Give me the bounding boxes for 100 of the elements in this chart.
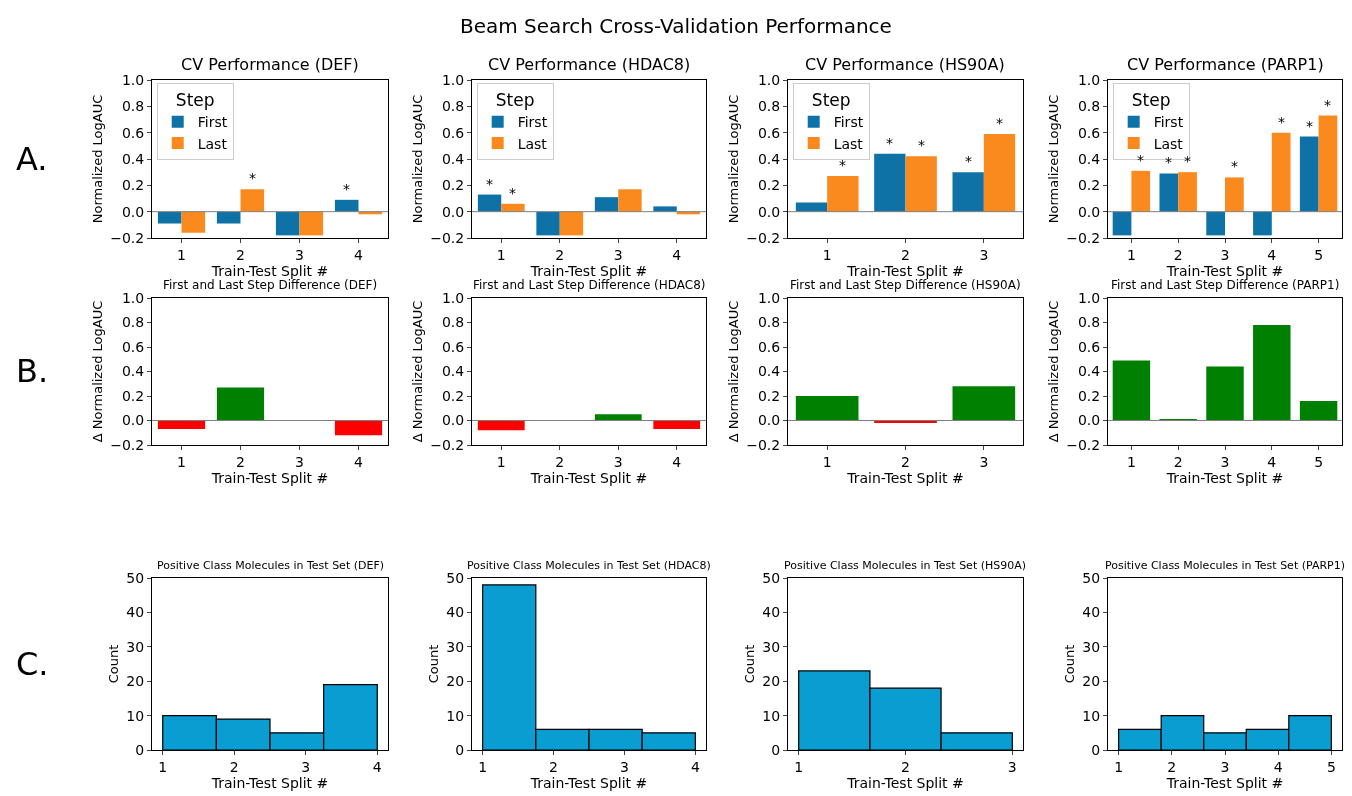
legend-label: Last bbox=[517, 135, 548, 152]
x-tick-label: 1 bbox=[478, 758, 488, 775]
chart-title: Positive Class Molecules in Test Set (HDAC8) bbox=[467, 559, 711, 572]
x-tick-label: 1 bbox=[794, 758, 804, 775]
bar bbox=[181, 211, 206, 233]
y-tick-label: 0.6 bbox=[121, 124, 145, 141]
legend-label: First bbox=[1153, 114, 1184, 131]
y-tick-label: 0 bbox=[455, 741, 465, 758]
y-tick-label: 0.4 bbox=[757, 363, 781, 380]
legend-title: Step bbox=[1131, 90, 1171, 111]
y-tick-label: 0.8 bbox=[1077, 314, 1101, 331]
y-tick-label: 0.6 bbox=[441, 124, 465, 141]
bar bbox=[1225, 177, 1244, 212]
text: B. bbox=[16, 352, 49, 390]
x-tick-label: 5 bbox=[1314, 453, 1324, 470]
y-tick-label: 0.4 bbox=[121, 150, 145, 167]
y-tick-label: 1.0 bbox=[441, 289, 465, 306]
chart-title: First and Last Step Difference (HS90A) bbox=[790, 278, 1021, 292]
x-axis-title: Train-Test Split # bbox=[1165, 775, 1284, 792]
y-tick-label: 30 bbox=[446, 638, 465, 655]
y-tick-label: 0 bbox=[771, 741, 781, 758]
x-tick-label: 2 bbox=[236, 453, 245, 470]
y-tick-label: 0.0 bbox=[121, 203, 145, 220]
bar bbox=[216, 211, 241, 224]
y-tick-label: −0.2 bbox=[1066, 229, 1101, 246]
x-tick-label: 1 bbox=[822, 453, 832, 470]
text: C. bbox=[16, 645, 49, 683]
x-tick-label: 2 bbox=[555, 246, 565, 263]
chart-title: First and Last Step Difference (DEF) bbox=[163, 278, 378, 292]
bar bbox=[1253, 324, 1291, 421]
chart-title: Positive Class Molecules in Test Set (PARP1) bbox=[1105, 559, 1346, 572]
bar bbox=[952, 386, 1016, 421]
chart-title: First and Last Step Difference (PARP1) bbox=[1111, 278, 1340, 292]
bar bbox=[594, 197, 619, 212]
bar bbox=[1131, 170, 1151, 212]
bar bbox=[905, 156, 937, 212]
bar bbox=[1299, 400, 1338, 421]
y-tick-label: 0.2 bbox=[441, 387, 465, 404]
y-axis-title: Count bbox=[106, 644, 122, 684]
y-tick-label: 30 bbox=[1082, 638, 1101, 655]
x-tick-label: 1 bbox=[1114, 758, 1124, 775]
y-tick-label: 50 bbox=[762, 569, 781, 586]
x-tick-label: 1 bbox=[1126, 453, 1136, 470]
y-tick-label: 10 bbox=[1082, 707, 1101, 724]
bar bbox=[559, 211, 584, 236]
x-axis-title: Train-Test Split # bbox=[210, 263, 329, 280]
x-axis-title: Train-Test Split # bbox=[1165, 263, 1284, 280]
y-tick-label: 0.8 bbox=[757, 98, 781, 115]
x-tick-label: 4 bbox=[1273, 758, 1283, 775]
annotation: * bbox=[1306, 118, 1313, 134]
y-axis-title: Δ Normalized LogAUC bbox=[90, 300, 106, 443]
y-tick-label: 0 bbox=[135, 741, 145, 758]
y-tick-label: 0.0 bbox=[1077, 203, 1101, 220]
bar bbox=[477, 194, 502, 212]
x-tick-label: 3 bbox=[979, 453, 989, 470]
x-tick-label: 2 bbox=[1173, 453, 1183, 470]
x-tick-label: 2 bbox=[901, 453, 910, 470]
y-tick-label: 1.0 bbox=[1077, 71, 1101, 88]
legend-label: First bbox=[197, 114, 228, 131]
bar bbox=[1299, 136, 1319, 212]
bar bbox=[1206, 211, 1225, 236]
bar bbox=[536, 211, 560, 236]
x-tick-label: 2 bbox=[1173, 246, 1183, 263]
chart-title: First and Last Step Difference (HDAC8) bbox=[473, 278, 706, 292]
x-tick-label: 1 bbox=[822, 246, 832, 263]
y-tick-label: 0.2 bbox=[757, 387, 781, 404]
x-axis-title: Train-Test Split # bbox=[210, 470, 329, 487]
bar bbox=[795, 396, 859, 421]
x-tick-label: 2 bbox=[901, 246, 910, 263]
y-tick-label: 0.2 bbox=[757, 177, 781, 194]
annotation: * bbox=[1137, 152, 1144, 168]
y-tick-label: 0.4 bbox=[441, 363, 465, 380]
x-tick-label: 3 bbox=[1007, 758, 1017, 775]
legend-label: Last bbox=[833, 135, 864, 152]
y-tick-label: 0.6 bbox=[757, 124, 781, 141]
chart-title: Positive Class Molecules in Test Set (HS90A) bbox=[784, 559, 1027, 572]
y-tick-label: 0.0 bbox=[441, 412, 465, 429]
y-axis-title: Δ Normalized LogAUC bbox=[1046, 300, 1062, 443]
bar bbox=[983, 133, 1016, 212]
x-tick-label: 2 bbox=[1167, 758, 1177, 775]
y-tick-label: −0.2 bbox=[110, 436, 145, 453]
bar bbox=[827, 176, 859, 212]
x-tick-label: 5 bbox=[1314, 246, 1324, 263]
annotation: * bbox=[1324, 97, 1331, 113]
y-axis-title: Count bbox=[426, 644, 442, 684]
y-tick-label: 40 bbox=[762, 604, 781, 621]
y-axis-title: Normalized LogAUC bbox=[90, 94, 106, 224]
y-tick-label: −0.2 bbox=[430, 436, 465, 453]
x-axis-title: Train-Test Split # bbox=[529, 470, 648, 487]
y-tick-label: 0.0 bbox=[121, 412, 145, 429]
annotation: * bbox=[1278, 114, 1285, 130]
legend-title: Step bbox=[175, 90, 215, 111]
y-tick-label: 10 bbox=[126, 707, 145, 724]
y-tick-label: 1.0 bbox=[121, 71, 145, 88]
x-tick-label: 1 bbox=[177, 453, 186, 470]
bar bbox=[275, 211, 300, 236]
bar bbox=[1159, 173, 1179, 212]
y-tick-label: 30 bbox=[762, 638, 781, 655]
y-tick-label: −0.2 bbox=[430, 229, 465, 246]
y-tick-label: 0.4 bbox=[121, 363, 145, 380]
